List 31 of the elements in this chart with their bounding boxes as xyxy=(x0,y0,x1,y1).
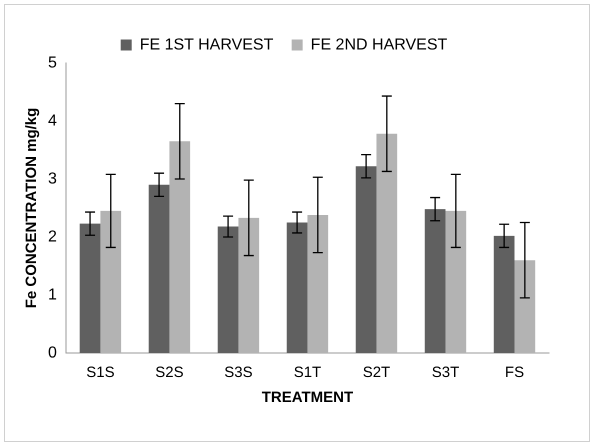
y-tick-label: 0 xyxy=(48,344,57,362)
bar xyxy=(494,236,514,353)
x-tick-label: S1S xyxy=(86,364,115,382)
x-tick-label: S3T xyxy=(432,364,460,382)
bar xyxy=(100,210,122,353)
x-tick-label: FS xyxy=(504,364,524,382)
bar xyxy=(307,214,328,353)
legend-label: FE 2ND HARVEST xyxy=(310,36,448,54)
bar xyxy=(148,184,170,353)
x-tick-label: S1T xyxy=(294,364,322,382)
bar xyxy=(376,134,398,353)
x-axis-title: TREATMENT xyxy=(262,389,354,406)
y-tick-label: 1 xyxy=(48,286,57,304)
bar xyxy=(514,260,536,353)
bar xyxy=(169,141,190,353)
x-tick-label: S2T xyxy=(362,364,390,382)
bar xyxy=(286,222,308,353)
y-axis-title: Fe CONCENTRATION mg/kg xyxy=(23,108,40,308)
y-tick-label: 5 xyxy=(48,54,57,72)
bar xyxy=(445,210,466,353)
bar xyxy=(356,166,376,353)
y-tick-label: 3 xyxy=(48,170,57,188)
x-tick-label: S3S xyxy=(224,364,253,382)
y-tick-label: 2 xyxy=(48,228,57,246)
bar xyxy=(218,226,238,353)
bar xyxy=(80,224,100,353)
y-tick-label: 4 xyxy=(48,112,57,130)
bar xyxy=(238,218,260,353)
x-tick-label: S2S xyxy=(155,364,184,382)
legend-label: FE 1ST HARVEST xyxy=(140,36,274,54)
bar xyxy=(424,209,446,353)
